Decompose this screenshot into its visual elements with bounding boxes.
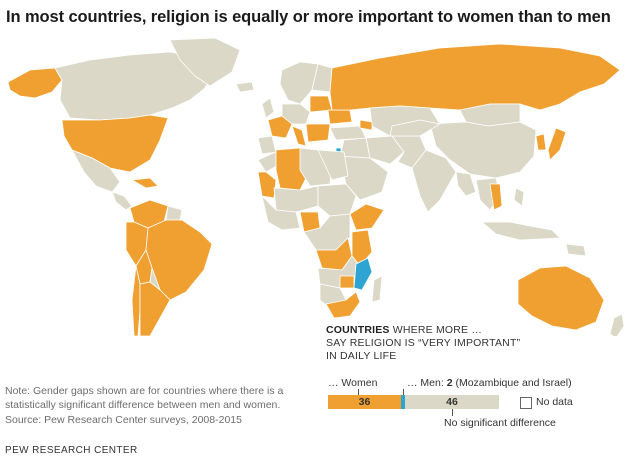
region-italy	[291, 125, 307, 147]
region-chad-sudan	[317, 183, 357, 217]
region-balkans	[305, 123, 331, 143]
region-new-zealand	[609, 313, 625, 336]
region-france	[267, 115, 293, 139]
region-uk	[261, 97, 275, 119]
no-difference-bar-segment: 46	[405, 395, 499, 409]
region-mexico	[71, 149, 121, 193]
region-western-sahara-mauritania	[257, 171, 277, 199]
region-zimbabwe	[339, 275, 355, 289]
region-india	[411, 149, 457, 213]
region-scandinavia	[279, 61, 319, 105]
region-australia	[517, 265, 605, 331]
region-png	[565, 243, 587, 257]
region-greenland	[169, 37, 241, 87]
men-bar-segment	[401, 395, 405, 409]
region-indonesia	[481, 221, 561, 241]
region-caribbean	[131, 177, 159, 189]
legend-heading-line-3: IN DAILY LIFE	[326, 350, 397, 362]
region-iraq	[339, 137, 371, 159]
region-russia	[329, 43, 621, 111]
footnote: Note: Gender gaps shown are for countrie…	[5, 385, 284, 411]
women-tick	[358, 389, 359, 395]
region-south-africa	[325, 291, 361, 319]
region-korea	[535, 133, 547, 151]
legend-heading-rest: WHERE MORE …	[389, 324, 483, 336]
legend-heading-bold: COUNTRIES	[326, 324, 390, 336]
legend-heading: COUNTRIES WHERE MORE … SAY RELIGION IS “…	[326, 324, 626, 363]
region-egypt	[317, 149, 349, 181]
legend-men-prefix: … Men:	[407, 377, 447, 389]
region-madagascar	[371, 275, 383, 303]
legend-men-note: (Mozambique and Israel)	[452, 377, 572, 389]
no-difference-tick	[452, 409, 453, 416]
region-iceland	[235, 81, 255, 93]
region-caucasus	[359, 119, 373, 131]
legend-women-label: … Women	[328, 377, 378, 389]
region-usa	[61, 114, 169, 173]
region-alaska	[7, 67, 63, 99]
region-japan	[547, 127, 567, 161]
women-bar-segment: 36	[328, 395, 401, 409]
chart-title: In most countries, religion is equally o…	[6, 8, 611, 26]
region-mali-niger	[273, 185, 319, 213]
region-paraguay-uruguay	[149, 267, 161, 291]
region-west-africa	[261, 195, 301, 231]
legend-men-value: 2	[446, 377, 453, 389]
credit-line: PEW RESEARCH CENTER	[5, 445, 138, 456]
region-ethiopia-horn	[349, 203, 385, 231]
region-central-asia	[389, 119, 441, 137]
legend-men-label: … Men: 2 (Mozambique and Israel)	[407, 377, 572, 389]
region-china	[429, 121, 537, 179]
region-ukraine	[327, 109, 353, 125]
region-canada	[54, 51, 216, 121]
source-line: Source: Pew Research Center surveys, 200…	[5, 414, 242, 426]
region-bangladesh-myanmar	[455, 171, 477, 197]
region-central-america	[111, 191, 133, 211]
no-data-label: No data	[536, 396, 573, 408]
no-difference-label: No significant difference	[444, 417, 556, 429]
region-iberia	[257, 135, 277, 155]
region-vietnam	[489, 183, 503, 211]
region-guianas	[165, 205, 183, 221]
no-data-swatch	[520, 397, 532, 409]
region-philippines	[513, 187, 525, 207]
legend-heading-line-2: SAY RELIGION IS “VERY IMPORTANT”	[326, 337, 521, 349]
men-tick	[403, 389, 404, 395]
world-map	[7, 37, 625, 336]
